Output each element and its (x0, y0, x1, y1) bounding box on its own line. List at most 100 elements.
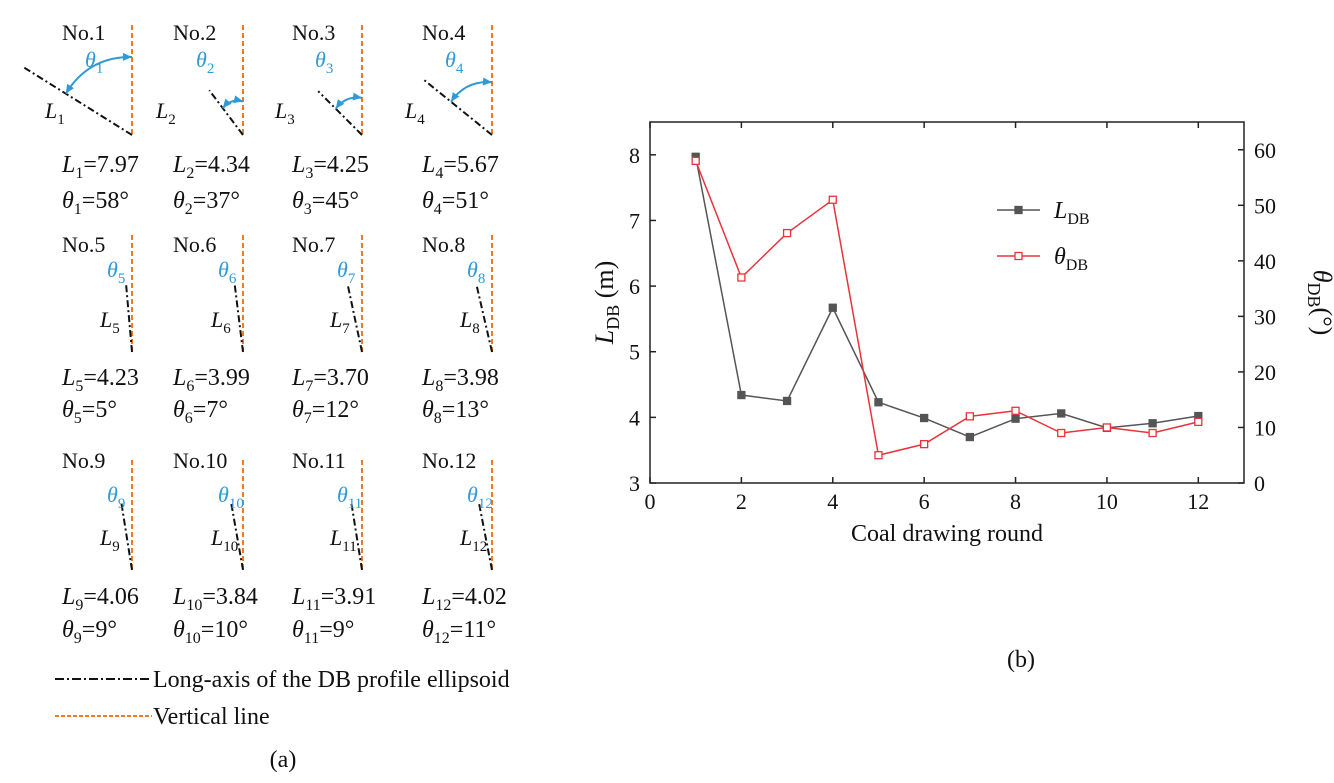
arc-arrowhead (482, 77, 492, 86)
data-point (1011, 406, 1020, 415)
theta-label: θ12 (467, 482, 493, 512)
arc-arrowhead (222, 98, 232, 109)
length-label: L5 (99, 307, 120, 337)
data-point (874, 398, 883, 407)
data-point (874, 451, 883, 460)
data-point (1057, 409, 1066, 418)
length-value: L10=3.84 (172, 584, 258, 614)
arc-arrowhead (122, 52, 132, 61)
panel-a-legend: Long-axis of the DB profile ellipsoid Ve… (55, 667, 510, 730)
long-axis-line (120, 500, 133, 571)
panel-number: No.11 (292, 448, 346, 473)
profile-panel: No.2θ2 L2 L2=4.34 θ2=37° (155, 20, 250, 218)
theta-label: θ9 (107, 482, 125, 512)
angle-value: θ7=12° (292, 397, 359, 427)
length-label: L1 (44, 98, 65, 128)
arc-arrowhead (450, 92, 460, 102)
panel-b-chart: 0 2 4 6 8 10 12 3 4 5 6 7 8 0 10 20 30 40 50 60 Coal drawing… (590, 121, 1334, 547)
legend-marker (1014, 205, 1023, 215)
y-right-tick-label: 40 (1254, 249, 1276, 274)
length-value: L2=4.34 (172, 152, 250, 182)
panel-number: No.1 (62, 20, 105, 45)
length-label: L2 (155, 98, 176, 128)
theta-label: θ11 (337, 482, 362, 512)
data-point (828, 303, 837, 312)
y-right-tick-label: 20 (1254, 360, 1276, 385)
theta-label: θ3 (315, 47, 333, 77)
series-line-l-db (694, 156, 1199, 438)
y-left-axis-label: LDB (m) (590, 261, 623, 346)
length-value: L3=4.25 (291, 152, 369, 182)
theta-label: θ10 (218, 482, 244, 512)
series-line-theta-db (694, 160, 1199, 457)
angle-value: θ2=37° (173, 188, 240, 218)
angle-value: θ3=45° (292, 188, 359, 218)
data-point (920, 439, 929, 449)
y-left-tick-label: 3 (629, 471, 640, 496)
arc-arrowhead (233, 95, 243, 104)
long-axis-line (21, 65, 133, 136)
data-point (1148, 419, 1157, 428)
x-tick-label: 12 (1187, 489, 1209, 514)
y-left-tick-label: 8 (629, 143, 640, 168)
y-right-tick-label: 30 (1254, 304, 1276, 329)
data-point (691, 156, 700, 166)
length-value: L11=3.91 (291, 584, 376, 614)
x-tick-label: 10 (1096, 489, 1118, 514)
length-label: L7 (329, 307, 350, 337)
panel-number: No.3 (292, 20, 335, 45)
long-axis-line (208, 89, 244, 136)
panel-number: No.8 (422, 232, 465, 257)
x-tick-label: 2 (736, 489, 747, 514)
legend-marker (1014, 251, 1023, 261)
length-label: L8 (459, 307, 480, 337)
panel-number: No.4 (422, 20, 465, 45)
data-point (965, 432, 974, 442)
length-value: L7=3.70 (291, 365, 369, 395)
theta-label: θ8 (467, 257, 485, 287)
panel-a-label: (a) (270, 747, 297, 773)
angle-value: θ10=10° (173, 617, 248, 647)
data-point (1102, 423, 1112, 432)
plot-frame (649, 121, 1245, 484)
length-label: L4 (404, 98, 425, 128)
length-value: L1=7.97 (61, 152, 139, 182)
panel-number: No.10 (173, 448, 227, 473)
length-value: L4=5.67 (421, 152, 499, 182)
length-value: L12=4.02 (421, 584, 507, 614)
length-label: L9 (99, 525, 120, 555)
long-axis-line (229, 500, 244, 571)
x-tick-label: 4 (827, 489, 838, 514)
y-right-axis-label: θDB(°) (1304, 270, 1334, 336)
y-right-tick-label: 10 (1254, 415, 1276, 440)
angle-value: θ6=7° (173, 397, 228, 427)
data-point (965, 412, 974, 421)
angle-value: θ5=5° (62, 397, 117, 427)
length-label: L6 (210, 307, 231, 337)
long-axis-line (477, 501, 493, 571)
x-axis-label: Coal drawing round (851, 521, 1043, 547)
data-point (1148, 428, 1157, 438)
theta-label: θ6 (218, 257, 237, 287)
data-point (737, 390, 746, 400)
data-point (920, 413, 929, 423)
angle-value: θ1=58° (62, 188, 129, 218)
data-point (1011, 414, 1020, 423)
y-left-tick-label: 7 (629, 208, 640, 233)
data-point (828, 195, 837, 204)
data-point (782, 228, 792, 238)
angle-value: θ9=9° (62, 617, 117, 647)
long-axis-line (233, 282, 244, 353)
y-left-tick-label: 6 (629, 274, 640, 299)
legend-label: θDB (1054, 244, 1088, 274)
y-right-tick-label: 60 (1254, 138, 1276, 163)
long-axis-line (422, 78, 493, 136)
length-label: L11 (329, 525, 357, 555)
angle-arc (450, 81, 493, 103)
